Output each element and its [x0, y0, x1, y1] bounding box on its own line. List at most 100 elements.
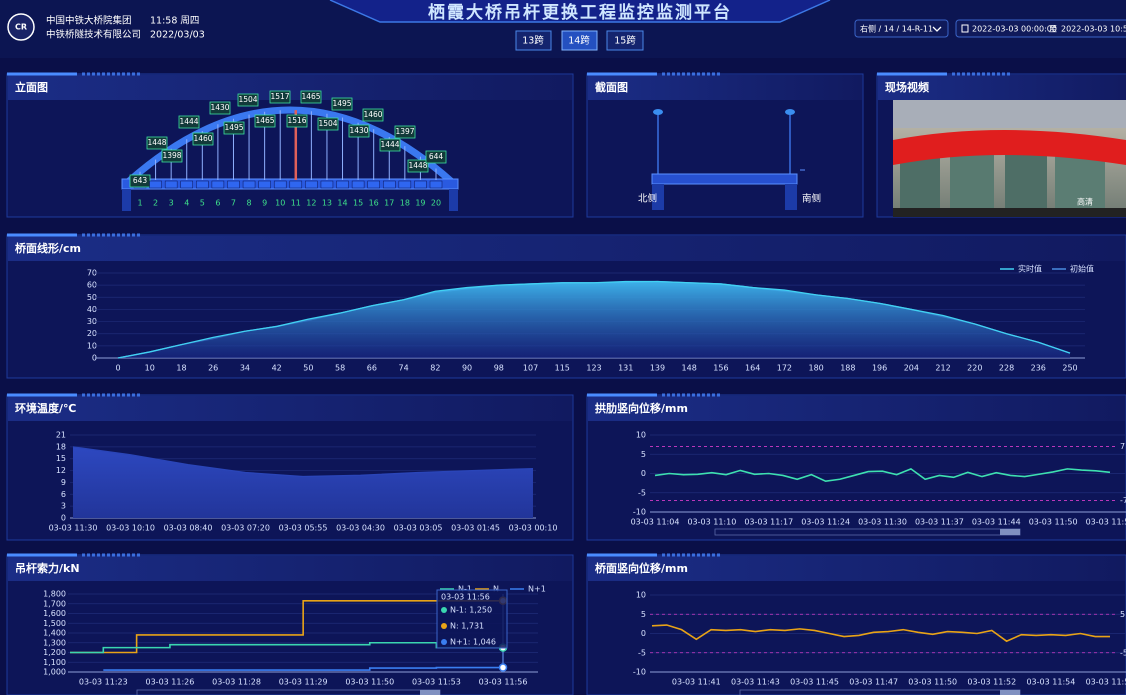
panel-header: [588, 396, 1125, 421]
hanger-select[interactable]: [854, 19, 949, 38]
panel-header: [878, 75, 1126, 100]
area-line: [117, 280, 1071, 359]
tooltip-dot: [441, 639, 447, 645]
x-tick-label: 196: [872, 364, 887, 373]
zoom-handle[interactable]: [1000, 529, 1020, 535]
force-box: [300, 90, 322, 104]
force-label: 1495: [224, 123, 243, 132]
hanger-number: 5: [200, 199, 205, 208]
tab-label[interactable]: 15跨: [614, 36, 636, 47]
y-tick-label: 5: [641, 610, 646, 619]
hanger-number: 6: [215, 199, 220, 208]
y-tick-label: 3: [61, 502, 66, 511]
section-diagram: [651, 109, 805, 210]
data-line: [651, 624, 1110, 643]
force-box: [331, 97, 353, 111]
deck-segment: [164, 180, 178, 189]
x-tick-label: 250: [1062, 364, 1077, 373]
deck-segment: [180, 180, 193, 189]
x-tick-label: 03-03 11:56: [479, 678, 528, 687]
pier: [449, 189, 458, 211]
panel-header: [8, 236, 1125, 261]
date-end[interactable]: 2022-03-03 10:52:4: [1061, 25, 1126, 34]
zoom-handle[interactable]: [420, 690, 440, 695]
x-tick-label: 03-03 11:24: [801, 518, 850, 527]
x-tick-label: 172: [777, 364, 792, 373]
date-range[interactable]: [955, 19, 1126, 38]
tab-label[interactable]: 13跨: [522, 36, 544, 47]
force-label: 1448: [408, 161, 427, 170]
hanger-number: 19: [415, 199, 425, 208]
tooltip-item: N: 1,731: [450, 622, 484, 631]
y-tick-label: -10: [633, 668, 646, 677]
y-tick-label: 10: [87, 341, 97, 350]
calendar-icon: [961, 24, 969, 33]
force-label: 643: [133, 176, 148, 185]
force-label: 1460: [193, 134, 212, 143]
deck-segment: [320, 180, 334, 189]
video-quality[interactable]: 高清: [1077, 197, 1093, 207]
hanger-number: 4: [184, 199, 189, 208]
y-tick-label: 70: [87, 269, 97, 278]
y-tick-label: 18: [56, 442, 66, 451]
x-tick-label: 03-03 11:17: [744, 518, 793, 527]
x-tick-label: 03-03 11:37: [915, 518, 964, 527]
force-label: 1397: [395, 127, 414, 136]
x-tick-label: 10: [145, 364, 155, 373]
x-tick-label: 212: [935, 364, 950, 373]
y-tick-label: 20: [87, 329, 97, 338]
x-tick-label: 228: [999, 364, 1014, 373]
tab[interactable]: [606, 30, 644, 51]
force-label: 1465: [301, 92, 320, 101]
force-label: 1504: [238, 95, 257, 104]
x-tick-label: 220: [967, 364, 982, 373]
deck-segment: [351, 180, 365, 189]
tooltip-item: N+1: 1,046: [450, 638, 496, 647]
logo-mark: CR: [15, 23, 27, 32]
x-tick-label: 03-03 07:20: [221, 524, 270, 533]
tab-active[interactable]: [561, 30, 598, 51]
force-label: 1444: [380, 140, 399, 149]
x-tick-label: 74: [399, 364, 409, 373]
x-tick-label: 03-03 11:53: [412, 678, 461, 687]
force-box: [223, 121, 245, 135]
panel-header: [588, 75, 862, 100]
y-tick-label: 0: [92, 354, 97, 363]
y-tick-label: -5: [638, 488, 646, 497]
hanger-number: 1: [137, 199, 142, 208]
hanger-number: 9: [262, 199, 267, 208]
x-tick-label: 131: [618, 364, 633, 373]
force-label: 1495: [332, 99, 351, 108]
x-tick-label: 03-03 11:10: [687, 518, 736, 527]
deck-segment: [258, 180, 271, 189]
force-box: [269, 90, 291, 104]
tooltip-box: [436, 589, 508, 649]
panel-title: 立面图: [15, 80, 48, 94]
x-tick-label: 03-03 11:23: [79, 678, 128, 687]
x-tick-label: 03-03 11:26: [146, 678, 195, 687]
tab[interactable]: [515, 30, 552, 51]
video-frame[interactable]: [893, 100, 1126, 217]
force-box: [286, 114, 308, 128]
y-tick-label: 21: [56, 431, 66, 440]
hanger-number: 20: [431, 199, 441, 208]
x-tick-label: 03-03 11:04: [631, 518, 680, 527]
force-box: [348, 124, 370, 138]
date-start[interactable]: 2022-03-03 00:00:00: [972, 25, 1057, 34]
legend-label: N+1: [528, 585, 546, 594]
x-tick-label: 107: [523, 364, 538, 373]
y-tick-label: 0: [641, 629, 646, 638]
tooltip-dot: [441, 623, 447, 629]
hanger-number: 2: [153, 199, 158, 208]
title-banner: [329, 0, 831, 23]
tab-label[interactable]: 14跨: [568, 36, 590, 47]
zoom-handle[interactable]: [1000, 690, 1020, 695]
x-tick-label: 03-03 11:30: [858, 518, 907, 527]
select-label[interactable]: 右侧 / 14 / 14-R-11: [860, 24, 933, 34]
force-box: [394, 125, 416, 139]
section-label: 北侧: [638, 193, 657, 205]
force-label: 1444: [179, 117, 198, 126]
deck-segment: [196, 180, 209, 189]
x-tick-label: 50: [303, 364, 313, 373]
